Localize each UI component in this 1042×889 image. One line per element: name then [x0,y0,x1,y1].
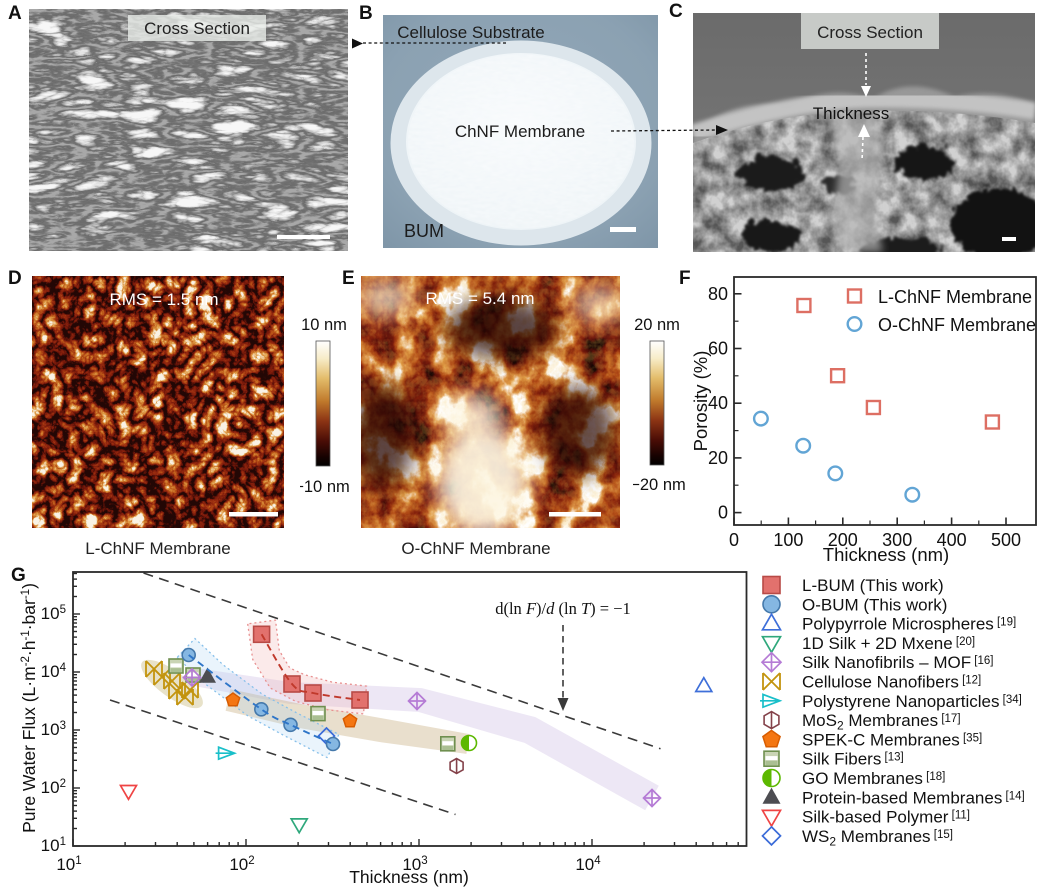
svg-text:L-BUM (This work): L-BUM (This work) [802,576,944,595]
svg-text:ChNF Membrane: ChNF Membrane [455,122,585,141]
svg-text:d(ln F)/d (ln T) = −1: d(ln F)/d (ln T) = −1 [495,599,631,618]
svg-text:60: 60 [708,339,728,359]
svg-text:Thickness (nm): Thickness (nm) [349,867,469,887]
svg-text:400: 400 [937,530,967,550]
svg-text:MoS2 Membranes [17]: MoS2 Membranes [17] [802,711,961,733]
svg-text:20 nm: 20 nm [634,316,680,334]
svg-text:WS2 Membranes [15]: WS2 Membranes [15] [802,827,953,849]
svg-text:500: 500 [991,530,1021,550]
svg-text:Protein-based Membranes [14]: Protein-based Membranes [14] [802,788,1025,807]
svg-text:Silk-based Polymer [11]: Silk-based Polymer [11] [802,808,970,827]
svg-text:100: 100 [773,530,803,550]
svg-text:Cross Section: Cross Section [144,19,250,38]
svg-text:Cellulose Nanofibers [12]: Cellulose Nanofibers [12] [802,673,981,692]
svg-text:Thickness (nm): Thickness (nm) [823,544,949,565]
svg-text:10 nm: 10 nm [301,316,347,334]
svg-text:Cellulose Substrate: Cellulose Substrate [397,23,544,42]
svg-text:0: 0 [729,530,739,550]
svg-text:Silk Fibers [13]: Silk Fibers [13] [802,750,904,769]
svg-text:102: 102 [41,778,66,797]
svg-text:103: 103 [41,720,66,739]
svg-text:104: 104 [575,855,601,874]
svg-text:200: 200 [828,530,858,550]
svg-text:GO Membranes [18]: GO Membranes [18] [802,769,945,788]
svg-text:104: 104 [41,662,67,681]
svg-text:Polystyrene Nanoparticles [34]: Polystyrene Nanoparticles [34] [802,692,1022,711]
svg-text:Cross Section: Cross Section [817,23,923,42]
svg-text:101: 101 [56,855,81,874]
svg-text:RMS = 1.5 nm: RMS = 1.5 nm [109,290,218,309]
svg-text:L-ChNF Membrane: L-ChNF Membrane [878,287,1032,307]
svg-text:Pure Water Flux (L·m-2·h-1·bar: Pure Water Flux (L·m-2·h-1·bar-1) [19,583,39,833]
svg-text:102: 102 [229,855,254,874]
svg-text:105: 105 [41,604,66,623]
svg-text:−10 nm: −10 nm [300,478,350,496]
svg-text:Polypyrrole Microspheres [19]: Polypyrrole Microspheres [19] [802,615,1016,634]
svg-text:1D Silk + 2D Mxene [20]: 1D Silk + 2D Mxene [20] [802,634,975,653]
svg-text:RMS = 5.4 nm: RMS = 5.4 nm [425,289,534,308]
svg-text:0: 0 [718,503,728,523]
svg-text:40: 40 [708,393,728,413]
svg-text:O-ChNF Membrane: O-ChNF Membrane [878,315,1036,335]
svg-text:−20 nm: −20 nm [633,476,686,494]
svg-text:20: 20 [708,448,728,468]
svg-text:Porosity (%): Porosity (%) [690,351,711,452]
svg-text:Thickness: Thickness [813,104,890,123]
svg-text:101: 101 [41,836,66,855]
svg-text:300: 300 [882,530,912,550]
svg-text:BUM: BUM [404,221,444,241]
svg-text:Silk Nanofibrils – MOF [16]: Silk Nanofibrils – MOF [16] [802,653,994,672]
svg-text:O-BUM (This work): O-BUM (This work) [802,595,947,614]
svg-text:SPEK-C Membranes [35]: SPEK-C Membranes [35] [802,730,982,749]
svg-text:80: 80 [708,284,728,304]
